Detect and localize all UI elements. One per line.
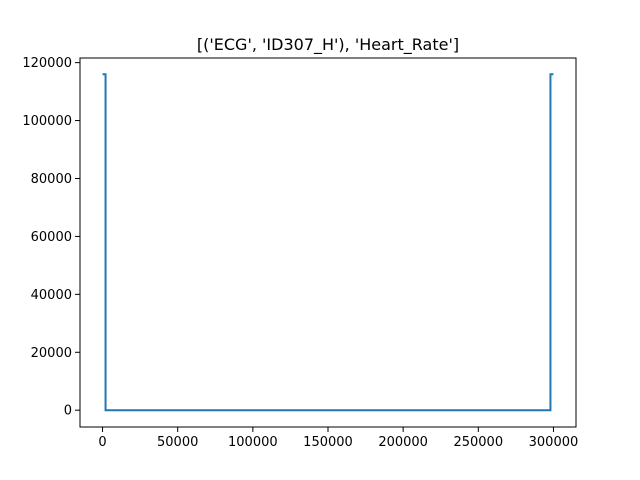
plot-area-frame	[79, 57, 577, 428]
x-axis: 0 50000 100000 150000 200000 250000 300000	[98, 427, 578, 450]
y-tick-label: 0	[64, 404, 72, 419]
x-tick-label: 50000	[157, 435, 198, 450]
x-tick-label: 100000	[228, 435, 278, 450]
y-tick-label: 20000	[31, 346, 72, 361]
chart-title: [('ECG', 'ID307_H'), 'Heart_Rate']	[197, 35, 459, 55]
x-tick-label: 300000	[529, 435, 579, 450]
plot-series-layer	[102, 73, 554, 412]
y-tick-label: 100000	[22, 114, 72, 129]
y-tick-label: 80000	[31, 172, 72, 187]
y-axis: 0 20000 40000 60000 80000 100000 120000	[22, 56, 80, 419]
heart-rate-series-line	[102, 73, 554, 412]
y-tick-label: 120000	[22, 56, 72, 71]
y-tick-label: 40000	[31, 288, 72, 303]
y-tick-label: 60000	[31, 230, 72, 245]
x-tick-label: 250000	[453, 435, 503, 450]
x-tick-label: 150000	[303, 435, 353, 450]
x-tick-label: 200000	[378, 435, 428, 450]
x-tick-label: 0	[98, 435, 106, 450]
